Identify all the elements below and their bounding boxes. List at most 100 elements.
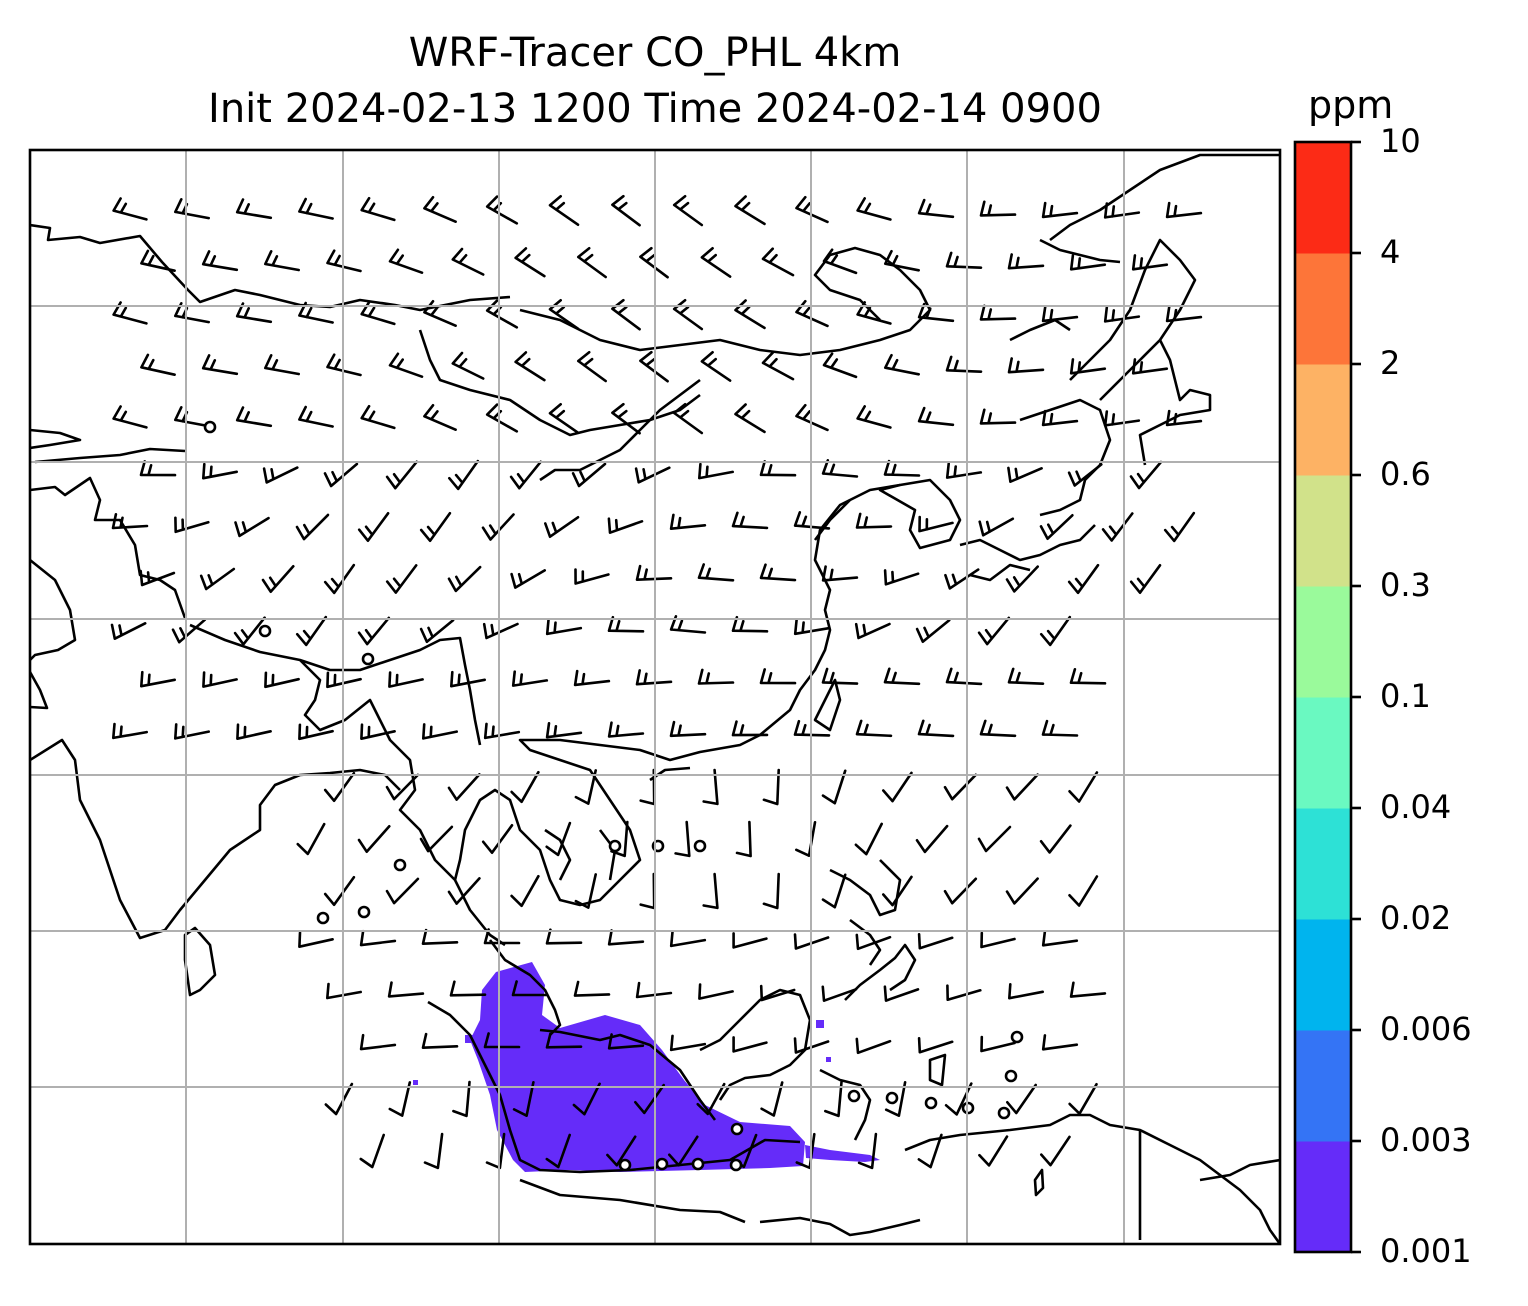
wind-barb <box>698 462 734 480</box>
wind-barb <box>735 820 752 858</box>
wind-barb <box>883 985 920 1002</box>
wind-barb <box>979 719 1017 738</box>
colorbar-tick-label: 4 <box>1380 233 1401 271</box>
calm-marker <box>885 1091 899 1105</box>
wind-barb <box>387 981 425 998</box>
wind-barb <box>447 877 481 905</box>
wind-barb <box>264 354 300 376</box>
wind-barb <box>573 980 611 997</box>
wind-barb <box>883 569 920 586</box>
wind-barb <box>514 351 546 382</box>
wind-barb <box>1103 202 1141 219</box>
wind-barb <box>1129 460 1163 490</box>
colorbar-tick-label: 0.6 <box>1380 455 1431 493</box>
wind-barb <box>917 933 954 950</box>
wind-barb <box>854 822 883 856</box>
colorbar-bin <box>1295 475 1351 587</box>
wind-barb <box>980 931 1016 949</box>
wind-barb <box>761 247 795 277</box>
wind-barb <box>174 723 210 740</box>
wind-barb <box>295 615 328 647</box>
colorbar-tick-label: 0.04 <box>1380 788 1452 826</box>
wind-barb <box>451 247 485 276</box>
wind-barb <box>1103 410 1141 427</box>
wind-barb <box>171 618 207 644</box>
wind-barb <box>978 1135 1009 1167</box>
wind-barb <box>1069 981 1107 998</box>
wind-barb <box>545 821 572 857</box>
wind-barb <box>385 773 420 801</box>
wind-barb <box>572 1082 601 1116</box>
wind-barb <box>419 618 455 644</box>
wind-barb <box>235 406 273 428</box>
wind-barb <box>423 196 457 223</box>
wind-barb <box>577 350 607 383</box>
wind-barb <box>759 984 796 1002</box>
wind-barbs <box>110 194 1203 1170</box>
wind-barb <box>1067 463 1103 487</box>
wind-barb <box>917 1133 943 1169</box>
wind-barb <box>447 565 482 593</box>
wind-barb <box>944 568 980 590</box>
wind-barb <box>388 671 424 688</box>
wind-barb <box>821 873 847 909</box>
wind-barb <box>607 517 644 534</box>
wind-barb <box>943 773 978 801</box>
wind-barb <box>574 873 597 909</box>
map-frame <box>28 148 1282 1246</box>
wind-barb <box>112 405 148 429</box>
wind-barb <box>111 513 149 530</box>
wind-barb <box>1068 875 1099 907</box>
colorbar-bin <box>1295 253 1351 365</box>
wind-barb <box>174 516 210 534</box>
wind-barb <box>979 304 1017 321</box>
calm-marker <box>203 420 217 434</box>
wind-barb <box>511 670 549 687</box>
wind-barb <box>883 667 921 686</box>
wind-barb <box>821 667 859 685</box>
wind-barb <box>1069 254 1107 271</box>
wind-barb <box>855 933 892 951</box>
wind-barb <box>700 351 732 382</box>
wind-barb <box>611 194 641 227</box>
wind-barb <box>419 825 454 853</box>
colorbar-tick-label: 0.3 <box>1380 566 1431 604</box>
wind-barb <box>1007 667 1045 685</box>
calm-marker <box>729 1158 743 1172</box>
wind-barb <box>1041 305 1079 323</box>
wind-barb <box>697 668 735 685</box>
wind-barb <box>298 405 334 428</box>
colorbar-tick-label: 2 <box>1380 344 1401 382</box>
wind-barb <box>821 769 847 805</box>
colorbar-tick-label: 0.02 <box>1380 899 1452 937</box>
wind-barb <box>1101 512 1134 542</box>
wind-barb <box>917 198 955 219</box>
wind-barb <box>856 405 892 429</box>
wind-barb <box>856 197 892 221</box>
wind-barb <box>1041 1034 1079 1051</box>
wind-barb <box>481 513 515 541</box>
wind-barb <box>234 516 270 538</box>
wind-barb <box>544 516 580 538</box>
wind-barb <box>1008 983 1044 1000</box>
colorbar-tick-label: 0.006 <box>1380 1010 1472 1048</box>
wind-barb <box>855 512 893 529</box>
wind-barb <box>607 721 645 738</box>
wind-barb <box>451 351 485 380</box>
wind-barb <box>1039 615 1072 647</box>
wind-barb <box>672 194 704 227</box>
wind-barb <box>855 1037 892 1055</box>
wind-barb <box>483 722 521 740</box>
wind-barb <box>574 568 610 585</box>
wind-barb <box>1163 511 1196 543</box>
wind-barb <box>482 622 519 640</box>
calm-marker <box>655 1157 669 1171</box>
wind-barb <box>388 248 424 274</box>
wind-barb <box>702 872 719 910</box>
colorbar-bin <box>1295 919 1351 1031</box>
wind-barb <box>731 720 769 737</box>
colorbar-bin <box>1295 586 1351 698</box>
wind-barb <box>734 195 766 226</box>
wind-barb <box>734 403 766 434</box>
wind-barb <box>296 822 326 856</box>
